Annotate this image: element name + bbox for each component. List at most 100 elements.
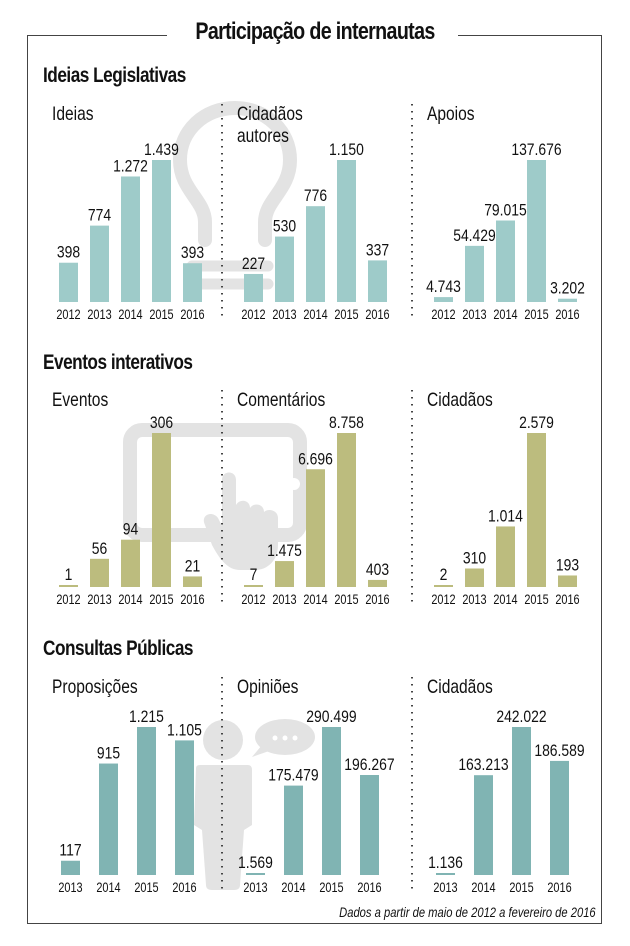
year-tick-label: 2013 [433,880,457,896]
chart-title: Apoios [427,103,475,125]
year-tick-label: 2016 [180,592,204,608]
bar-2016 [360,775,379,875]
bar-2013 [246,873,265,875]
data-label: 1.215 [129,708,164,727]
year-tick-label: 2013 [87,592,111,608]
chart-title: Cidadãos [427,389,493,411]
year-tick-label: 2015 [334,307,358,323]
year-tick-label: 2014 [281,880,305,896]
data-label: 94 [123,520,139,539]
year-tick-label: 2013 [462,307,486,323]
data-label: 4.743 [426,278,461,297]
year-tick-label: 2016 [547,880,571,896]
chart-title: Proposições [52,676,138,698]
bar-2014 [496,526,515,587]
bar-2016 [550,760,569,875]
bar-2016 [558,575,577,587]
chart-title: Opiniões [237,676,299,698]
year-tick-label: 2013 [462,592,486,608]
person-speech-icon [194,719,315,890]
data-label: 1.272 [113,157,148,176]
data-label: 1.569 [238,854,273,873]
bar-2014 [284,785,303,875]
section-title-ideias: Ideias Legislativas [43,64,186,87]
bar-2015 [527,433,546,587]
bar-2012 [59,585,78,587]
year-tick-label: 2014 [493,307,517,323]
bar-2013 [61,860,80,875]
year-tick-label: 2015 [134,880,158,896]
year-tick-label: 2012 [241,592,265,608]
bar-2015 [337,433,356,587]
bar-2015 [152,160,171,302]
data-label: 393 [181,244,204,263]
year-tick-label: 2014 [118,592,142,608]
data-label: 227 [242,255,265,274]
data-label: 310 [463,549,487,568]
year-tick-label: 2015 [334,592,358,608]
frame-top-left-rule [27,35,167,36]
bar-2013 [90,225,109,302]
bar-2013 [465,568,484,587]
bar-2015 [527,160,546,302]
data-label: 196.267 [344,756,394,775]
year-tick-label: 2016 [172,880,196,896]
bar-2016 [368,260,387,302]
year-tick-label: 2013 [87,307,111,323]
bar-2014 [496,220,515,302]
data-label: 337 [366,241,389,260]
bar-2016 [175,740,194,875]
bar-2016 [558,298,577,302]
data-label: 6.696 [298,450,333,469]
data-label: 186.589 [534,742,584,761]
data-label: 54.429 [453,227,496,246]
data-label: 1.014 [488,507,523,526]
data-label: 290.499 [306,708,356,727]
data-label: 1.475 [267,542,302,561]
data-label: 56 [92,540,107,559]
bar-2015 [152,433,171,587]
year-tick-label: 2012 [56,592,80,608]
year-tick-label: 2012 [56,307,80,323]
bar-2012 [244,585,263,587]
data-label: 915 [97,744,120,763]
data-label: 1.105 [167,721,202,740]
data-label: 2.579 [519,414,554,433]
chart-title: Cidadãos [427,676,493,698]
year-tick-label: 2012 [241,307,265,323]
data-label: 193 [556,556,579,575]
year-tick-label: 2016 [555,307,579,323]
bar-2015 [512,727,531,875]
bars-layer: Ideias 398 2012 774 2013 1.272 2014 1.439 2015 39… [52,103,585,896]
year-tick-label: 2015 [149,592,173,608]
page-title: Participação de internautas [195,18,435,45]
year-tick-label: 2012 [431,592,455,608]
year-tick-label: 2013 [58,880,82,896]
data-label: 137.676 [511,141,561,160]
year-tick-label: 2013 [272,592,296,608]
bar-2015 [322,727,341,875]
year-tick-label: 2015 [524,592,548,608]
data-label: 21 [185,557,200,576]
bar-2013 [465,245,484,302]
data-label: 1.439 [144,141,179,160]
data-label: 774 [88,206,112,225]
year-tick-label: 2016 [365,592,389,608]
data-label: 2 [440,566,448,585]
infographic-frame [27,36,602,924]
chart-title: Cidadãos [237,103,303,125]
tablet-touch-icon [123,423,307,570]
data-label: 79.015 [484,201,527,220]
bar-2015 [137,727,156,875]
year-tick-label: 2016 [357,880,381,896]
year-tick-label: 2014 [118,307,142,323]
data-label: 3.202 [550,279,585,298]
year-tick-label: 2014 [303,307,327,323]
frame-top-right-rule [458,35,602,36]
year-tick-label: 2016 [180,307,204,323]
data-label: 398 [57,244,80,263]
year-tick-label: 2014 [303,592,327,608]
footnote: Dados a partir de maio de 2012 a feverei… [339,904,596,920]
data-label: 7 [250,566,258,585]
